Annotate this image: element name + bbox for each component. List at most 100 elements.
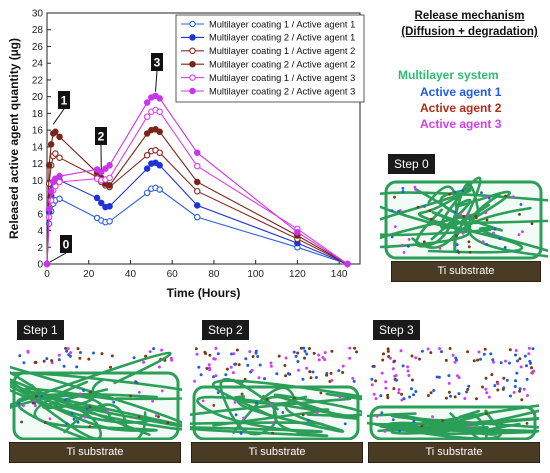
embedded-agent-dot [254, 401, 258, 405]
released-agent-dot [401, 364, 405, 368]
released-agent-dot [294, 354, 298, 358]
released-agent-dot [142, 360, 146, 364]
embedded-agent-dot [407, 244, 410, 248]
data-point [193, 178, 201, 186]
released-agent-dot [305, 352, 309, 356]
data-point [47, 197, 55, 204]
embedded-agent-dot [521, 230, 524, 234]
data-point [106, 162, 113, 169]
released-agent-dot [157, 365, 161, 369]
polymer-strand [273, 393, 362, 417]
legend-marker [189, 60, 196, 68]
released-agent-dot [514, 349, 518, 352]
released-agent-dot [62, 364, 66, 368]
y-tick-label: 22 [32, 75, 44, 86]
released-agent-dot [152, 347, 156, 351]
released-agent-dot [325, 373, 329, 377]
embedded-agent-dot [480, 191, 483, 195]
embedded-agent-dot [485, 195, 488, 199]
released-agent-dot [76, 347, 80, 351]
embedded-agent-dot [466, 213, 469, 217]
embedded-agent-dot [135, 381, 139, 385]
embedded-agent-dot [530, 222, 534, 225]
released-agent-dot [50, 359, 54, 363]
data-point [106, 174, 113, 182]
released-agent-dot [353, 346, 357, 350]
released-agent-dot [212, 375, 216, 379]
released-agent-dot [233, 362, 237, 366]
released-agent-dot [491, 358, 495, 362]
released-agent-dot [109, 365, 112, 369]
embedded-agent-dot [70, 411, 74, 415]
legend-active-agent-3: Active agent 3 [420, 117, 502, 131]
embedded-agent-dot [441, 419, 444, 422]
released-agent-dot [301, 377, 305, 381]
released-agent-dot [296, 360, 300, 363]
data-point [143, 113, 151, 120]
released-agent-dot [496, 382, 500, 386]
mechanism-title-line1: Release mechanism [414, 10, 525, 22]
released-agent-dot [512, 391, 516, 394]
released-agent-dot [406, 365, 410, 369]
polymer-strand [10, 381, 127, 434]
embedded-agent-dot [428, 209, 432, 213]
embedded-agent-dot [455, 243, 459, 246]
embedded-agent-dot [412, 419, 416, 423]
released-agent-dot [308, 347, 311, 350]
released-agent-dot [509, 394, 512, 398]
released-agent-dot [256, 355, 260, 358]
released-agent-dot [432, 389, 436, 392]
data-point [193, 202, 201, 209]
embedded-agent-dot [390, 209, 394, 213]
embedded-agent-dot [525, 422, 529, 425]
embedded-agent-dot [48, 417, 52, 421]
released-agent-dot [420, 349, 424, 353]
embedded-agent-dot [498, 237, 502, 240]
released-agent-dot [212, 357, 216, 361]
released-agent-dot [45, 357, 49, 361]
released-agent-dot [386, 349, 390, 353]
legend-marker [189, 34, 196, 41]
released-agent-dot [410, 378, 414, 382]
legend-entry: Multilayer coating 2 / Active agent 2 [209, 60, 355, 70]
released-agent-dot [407, 374, 411, 377]
released-agent-dot [144, 354, 148, 358]
embedded-agent-dot [462, 214, 466, 218]
released-agent-dot [246, 363, 250, 367]
data-point [156, 108, 163, 115]
annotation-label: 3 [154, 56, 161, 70]
released-agent-dot [330, 349, 334, 353]
annotation-2: 2 [95, 127, 107, 170]
embedded-agent-dot [137, 415, 141, 419]
released-agent-dot [518, 389, 522, 393]
embedded-agent-dot [83, 415, 87, 419]
released-agent-dot [451, 353, 455, 357]
released-agent-dot [205, 367, 209, 370]
released-agent-dot [527, 346, 531, 350]
embedded-agent-dot [461, 232, 465, 235]
embedded-agent-dot [474, 216, 478, 220]
released-agent-dot [351, 376, 355, 380]
released-agent-dot [257, 376, 261, 380]
data-point [47, 141, 55, 148]
data-point [156, 149, 163, 156]
embedded-agent-dot [88, 405, 92, 409]
embedded-agent-dot [416, 205, 420, 209]
embedded-agent-dot [240, 392, 244, 396]
released-agent-dot [447, 390, 451, 394]
released-agent-dot [237, 363, 241, 367]
series-line [46, 187, 348, 265]
annotation-box [95, 127, 107, 145]
released-agent-dot [408, 395, 412, 399]
released-agent-dot [525, 377, 529, 381]
released-agent-dot [523, 354, 527, 358]
embedded-agent-dot [467, 240, 471, 244]
embedded-agent-dot [504, 194, 507, 198]
released-agent-dot [381, 358, 385, 362]
released-agent-dot [203, 350, 207, 354]
series-1 [43, 184, 351, 268]
released-agent-dot [526, 394, 529, 397]
released-agent-dot [456, 374, 459, 378]
released-agent-dot [515, 371, 519, 375]
released-agent-dot [454, 356, 458, 360]
